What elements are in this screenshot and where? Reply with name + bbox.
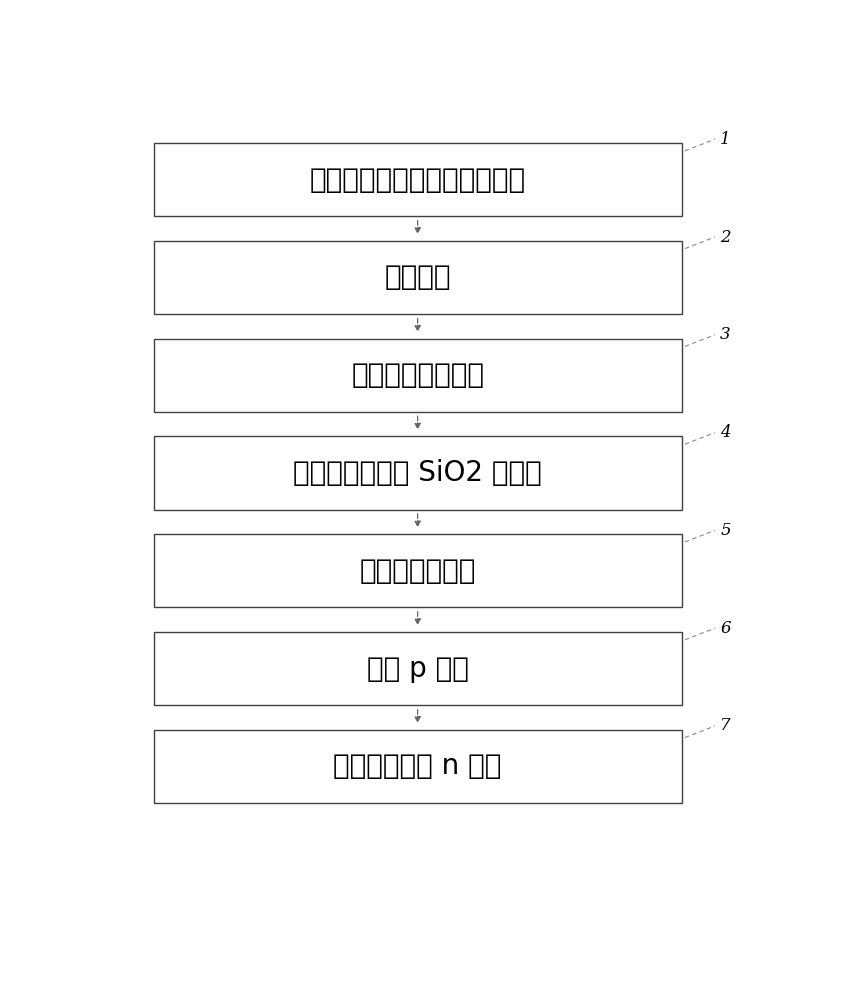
Bar bbox=[153, 632, 681, 705]
Text: 7: 7 bbox=[720, 717, 731, 734]
Text: 在衬底生长量子阱层、光栅层: 在衬底生长量子阱层、光栅层 bbox=[309, 166, 525, 194]
Bar bbox=[153, 730, 681, 803]
Text: 在合波器区溅射 SiO2 并退火: 在合波器区溅射 SiO2 并退火 bbox=[293, 459, 542, 487]
Text: 生长包层及接触层: 生长包层及接触层 bbox=[351, 361, 484, 389]
Bar bbox=[153, 143, 681, 216]
Bar bbox=[153, 534, 681, 607]
Text: 衬底减薄制作 n 电极: 衬底减薄制作 n 电极 bbox=[333, 752, 502, 780]
Text: 5: 5 bbox=[720, 522, 731, 539]
Bar bbox=[153, 436, 681, 510]
Text: 2: 2 bbox=[720, 229, 731, 246]
Text: 4: 4 bbox=[720, 424, 731, 441]
Text: 干法刻蚀脊波导: 干法刻蚀脊波导 bbox=[359, 557, 476, 585]
Text: 6: 6 bbox=[720, 620, 731, 637]
Text: 制作光栅: 制作光栅 bbox=[385, 263, 451, 291]
Text: 3: 3 bbox=[720, 326, 731, 343]
Text: 制作 p 电极: 制作 p 电极 bbox=[367, 655, 469, 683]
Text: 1: 1 bbox=[720, 131, 731, 148]
Bar bbox=[153, 241, 681, 314]
Bar bbox=[153, 339, 681, 412]
